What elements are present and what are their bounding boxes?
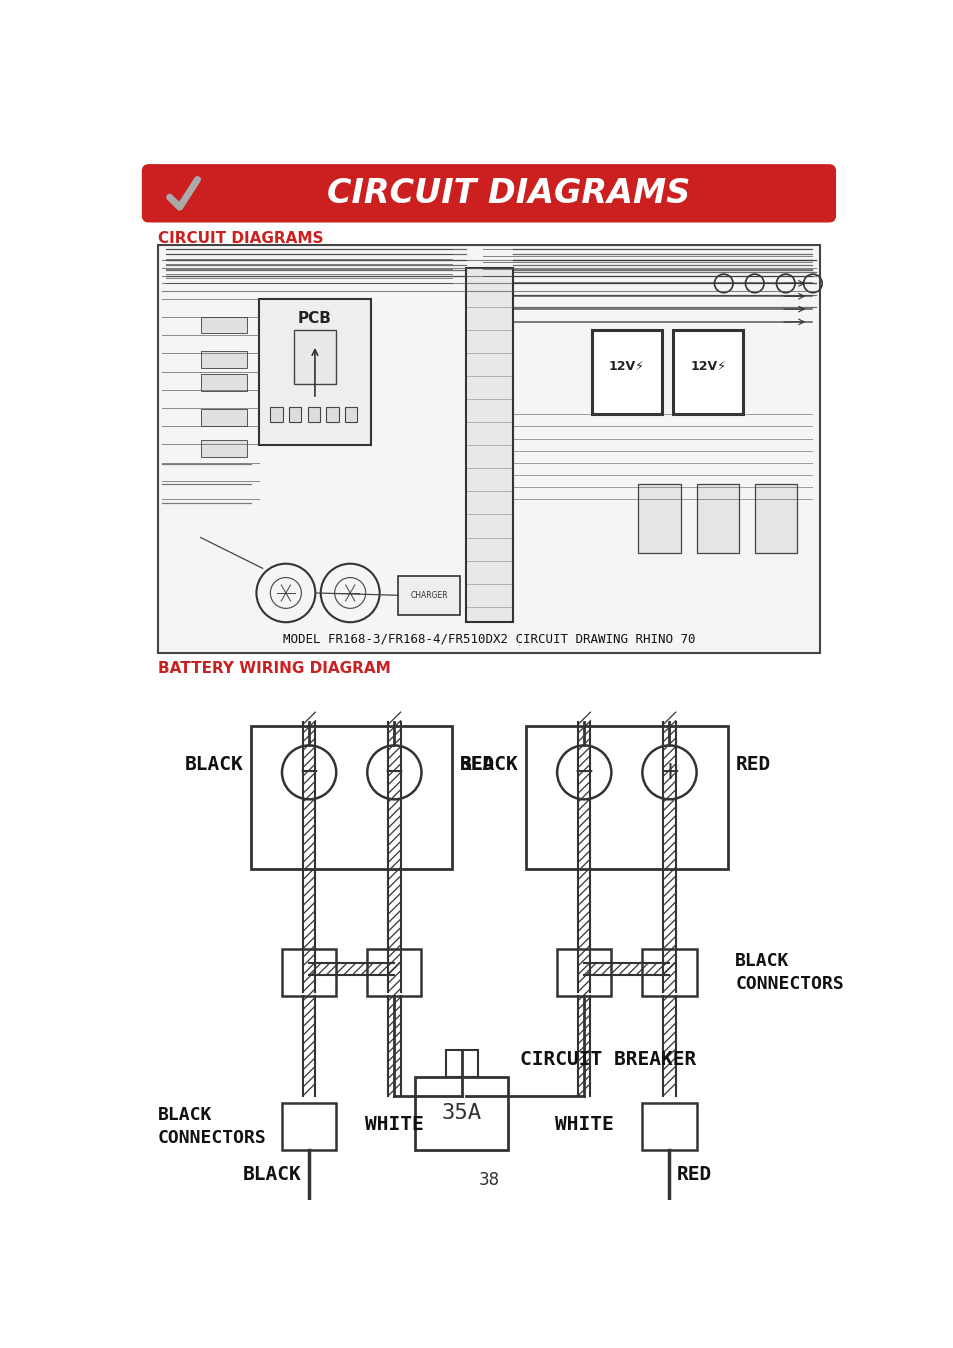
Bar (258, 299, 371, 445)
Bar (344, 407, 356, 422)
Bar (158, 245, 819, 652)
Text: WHITE: WHITE (365, 1115, 423, 1134)
Text: CIRCUIT DIAGRAMS: CIRCUIT DIAGRAMS (326, 177, 689, 210)
Bar (200, 408, 247, 426)
Text: PCB: PCB (297, 310, 332, 326)
Text: BATTERY WIRING DIAGRAM: BATTERY WIRING DIAGRAM (158, 661, 391, 675)
Bar (592, 330, 661, 414)
Text: −: − (573, 760, 594, 785)
Bar (282, 949, 335, 996)
Bar (200, 352, 247, 368)
Text: 35A: 35A (441, 1103, 481, 1123)
Text: +: + (659, 760, 679, 785)
Text: MODEL FR168-3/FR168-4/FR510DX2 CIRCUIT DRAWING RHINO 70: MODEL FR168-3/FR168-4/FR510DX2 CIRCUIT D… (282, 632, 695, 646)
Text: 12V⚡: 12V⚡ (690, 360, 725, 372)
Text: CHARGER: CHARGER (410, 590, 448, 600)
Text: RED: RED (459, 755, 495, 774)
Bar (270, 407, 282, 422)
Bar (326, 407, 338, 422)
Bar (641, 1104, 696, 1150)
Text: −: − (383, 760, 404, 785)
Text: BLACK: BLACK (242, 1165, 301, 1184)
Bar (397, 576, 459, 615)
Text: CIRCUIT DIAGRAMS: CIRCUIT DIAGRAMS (158, 231, 323, 247)
Bar (445, 1050, 477, 1077)
Bar (754, 484, 797, 553)
Bar (525, 727, 727, 868)
Bar (282, 1104, 335, 1150)
Bar (466, 268, 513, 623)
Bar (415, 1077, 508, 1150)
Bar (641, 949, 696, 996)
Text: BLACK: BLACK (459, 755, 517, 774)
Bar (294, 330, 335, 384)
Text: RED: RED (677, 1165, 712, 1184)
Text: BLACK
CONNECTORS: BLACK CONNECTORS (735, 953, 843, 992)
Text: RED: RED (735, 755, 770, 774)
Bar (251, 727, 452, 868)
Bar (307, 407, 319, 422)
Text: BLACK: BLACK (184, 755, 243, 774)
FancyBboxPatch shape (142, 164, 835, 222)
Bar (200, 317, 247, 333)
Bar (367, 949, 421, 996)
Bar (200, 439, 247, 457)
Text: WHITE: WHITE (555, 1115, 613, 1134)
Text: −: − (298, 760, 319, 785)
Bar (200, 375, 247, 391)
Text: 12V⚡: 12V⚡ (608, 360, 644, 372)
Bar (673, 330, 742, 414)
Text: BLACK
CONNECTORS: BLACK CONNECTORS (158, 1107, 267, 1147)
Text: CIRCUIT BREAKER: CIRCUIT BREAKER (519, 1050, 696, 1069)
Bar (289, 407, 301, 422)
Bar (638, 484, 680, 553)
Bar (696, 484, 739, 553)
Bar (557, 949, 611, 996)
Text: 38: 38 (477, 1171, 499, 1189)
